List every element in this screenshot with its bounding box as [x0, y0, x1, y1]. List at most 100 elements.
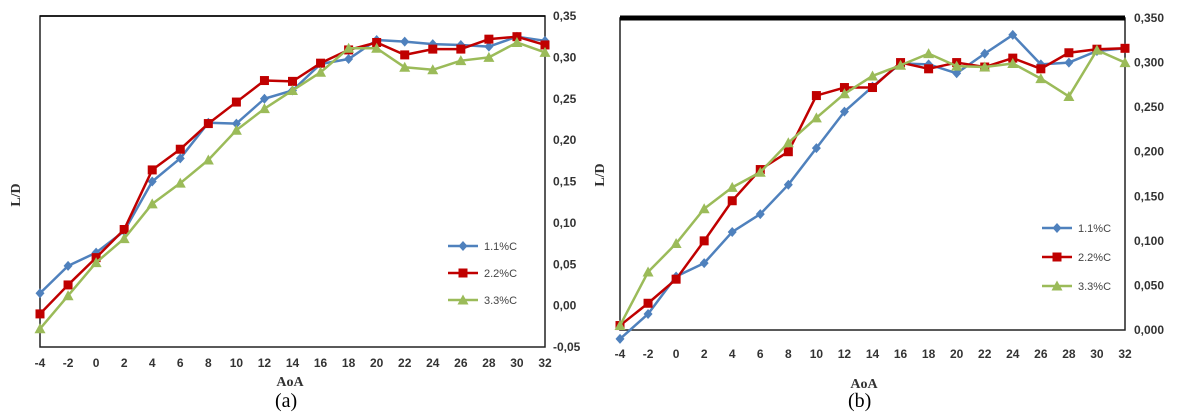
data-point: [783, 147, 793, 157]
legend-label: 1.1%C: [484, 241, 517, 253]
y-tick-label: 0,100: [1134, 234, 1164, 248]
data-point: [344, 54, 354, 65]
x-tick-label: 26: [454, 356, 468, 370]
y-tick-label: 0,050: [1134, 278, 1164, 292]
y-tick-label: 0,10: [553, 216, 577, 230]
x-tick-label: 10: [810, 347, 824, 361]
data-point: [1035, 73, 1047, 84]
y-tick-label: 0,200: [1134, 145, 1164, 159]
data-point: [343, 42, 355, 53]
x-tick-label: 24: [1006, 347, 1020, 361]
data-point: [90, 257, 102, 268]
x-tick-label: 32: [1118, 347, 1132, 361]
data-point: [643, 308, 653, 319]
plot-area: [39, 15, 546, 348]
data-point: [63, 280, 73, 290]
data-point: [1036, 64, 1046, 74]
x-tick-label: 12: [838, 347, 852, 361]
data-point: [62, 290, 74, 301]
data-point: [175, 153, 185, 164]
x-tick-label: 8: [205, 356, 212, 370]
data-point: [400, 50, 410, 60]
data-point: [484, 34, 494, 44]
data-point: [811, 143, 821, 154]
y-tick-label: 0,350: [1134, 11, 1164, 25]
data-point: [63, 260, 73, 271]
data-point: [35, 288, 45, 299]
x-tick-label: 20: [370, 356, 384, 370]
y-tick-label: 0,300: [1134, 56, 1164, 70]
data-point: [952, 68, 962, 79]
data-point: [615, 333, 625, 344]
chart-panel-a: -0,05 0,00 0,05 0,10 0,15 0,20 0,25 0,30 0,35 -4 -…: [0, 0, 590, 418]
data-point: [399, 61, 411, 72]
x-tick-label: 22: [398, 356, 412, 370]
legend-label: 1.1%C: [1078, 223, 1111, 235]
series-line: [619, 33, 1126, 340]
data-point: [754, 166, 766, 177]
data-point: [642, 266, 654, 277]
legend-marker: [1051, 280, 1063, 291]
data-point: [231, 97, 241, 107]
x-tick-label: 28: [482, 356, 496, 370]
legend-marker: [1052, 223, 1062, 233]
x-tick-label: 30: [1090, 347, 1104, 361]
data-point: [203, 119, 213, 129]
data-point: [614, 320, 626, 331]
data-point: [838, 88, 850, 99]
x-tick-label: 32: [538, 356, 552, 370]
data-point: [259, 76, 269, 86]
data-point: [174, 177, 186, 188]
data-point: [259, 93, 269, 104]
legend-marker: [1052, 252, 1062, 262]
y-axis-label: L/D: [593, 163, 608, 186]
data-point: [400, 36, 410, 47]
x-tick-label: 12: [258, 356, 272, 370]
data-point: [951, 60, 963, 71]
y-tick-label: 0,000: [1134, 323, 1164, 337]
x-tick-label: 18: [922, 347, 936, 361]
data-point: [1091, 44, 1103, 55]
data-point: [428, 44, 438, 54]
x-axis-label: AoA: [276, 375, 304, 390]
series-line: [39, 35, 546, 295]
data-point: [371, 42, 383, 53]
data-point: [699, 236, 709, 246]
data-point: [895, 59, 907, 70]
data-point: [512, 32, 522, 42]
legend-marker: [457, 294, 469, 305]
data-point: [727, 196, 737, 206]
x-tick-label: 22: [978, 347, 992, 361]
y-axis-label: L/D: [9, 183, 24, 206]
data-point: [979, 61, 991, 72]
y-tick-label: 0,25: [553, 92, 577, 106]
data-point: [118, 233, 130, 244]
data-point: [147, 165, 157, 175]
x-tick-label: 26: [1034, 347, 1048, 361]
data-point: [924, 64, 934, 74]
data-point: [372, 37, 382, 47]
data-point: [146, 198, 158, 209]
y-tick-label: 0,35: [553, 9, 577, 23]
x-tick-label: 0: [93, 356, 100, 370]
y-tick-label: 0,00: [553, 299, 577, 313]
y-tick-label: 0,15: [553, 175, 577, 189]
data-point: [980, 48, 990, 59]
x-tick-label: 0: [673, 347, 680, 361]
data-point: [643, 298, 653, 308]
x-tick-label: -2: [643, 347, 654, 361]
x-tick-label: 4: [149, 356, 156, 370]
x-tick-label: 10: [230, 356, 244, 370]
x-tick-label: 14: [866, 347, 880, 361]
data-point: [91, 247, 101, 258]
data-point: [810, 112, 822, 123]
legend-label: 3.3%C: [1078, 281, 1111, 293]
x-tick-label: 4: [729, 347, 736, 361]
legend-label: 2.2%C: [484, 268, 517, 280]
data-point: [455, 55, 467, 66]
x-tick-label: 2: [121, 356, 128, 370]
caption-b: (b): [848, 390, 872, 412]
data-point: [315, 66, 327, 77]
data-point: [316, 58, 326, 68]
x-tick-label: 14: [286, 356, 300, 370]
